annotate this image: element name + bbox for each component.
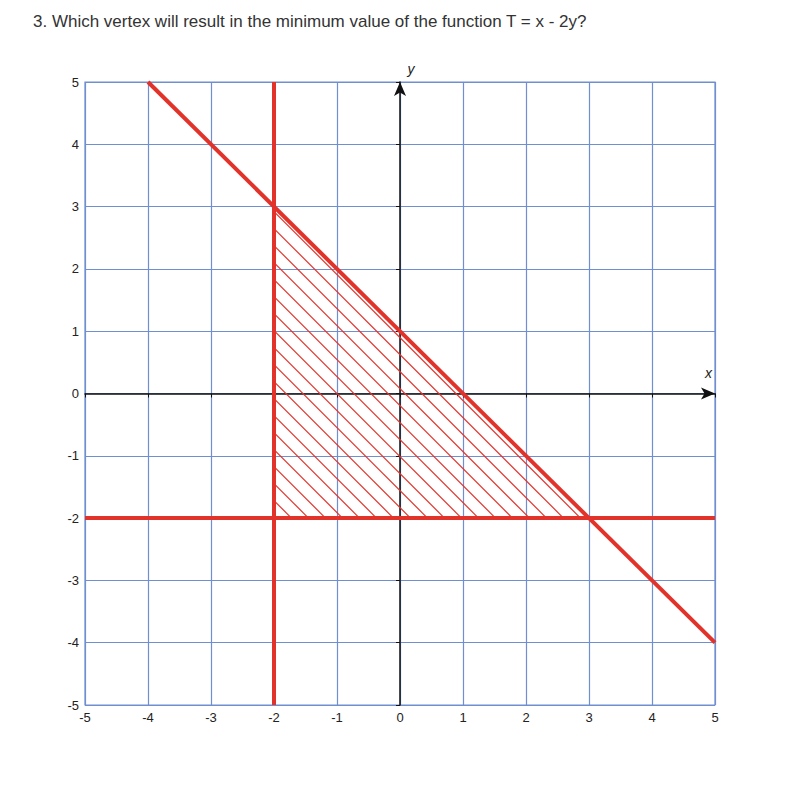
svg-text:-1: -1 — [331, 710, 343, 725]
svg-text:2: 2 — [522, 710, 529, 725]
svg-text:-4: -4 — [67, 635, 79, 650]
svg-text:-2: -2 — [268, 710, 280, 725]
svg-text:x: x — [704, 365, 713, 381]
svg-text:3. Which vertex will result in: 3. Which vertex will result in the minim… — [33, 12, 587, 31]
svg-text:4: 4 — [648, 710, 655, 725]
svg-text:5: 5 — [72, 75, 79, 90]
svg-text:3: 3 — [72, 199, 79, 214]
svg-text:2: 2 — [72, 261, 79, 276]
svg-text:-4: -4 — [142, 710, 154, 725]
svg-text:-5: -5 — [79, 710, 91, 725]
svg-text:-3: -3 — [67, 573, 79, 588]
svg-text:0: 0 — [72, 386, 79, 401]
svg-text:y: y — [407, 61, 416, 77]
svg-text:3: 3 — [585, 710, 592, 725]
svg-text:5: 5 — [711, 710, 718, 725]
svg-text:-5: -5 — [67, 698, 79, 713]
svg-text:-3: -3 — [205, 710, 217, 725]
svg-text:4: 4 — [72, 137, 79, 152]
svg-text:0: 0 — [396, 710, 403, 725]
svg-text:-1: -1 — [67, 448, 79, 463]
svg-text:-2: -2 — [67, 511, 79, 526]
svg-text:1: 1 — [72, 324, 79, 339]
svg-text:1: 1 — [459, 710, 466, 725]
